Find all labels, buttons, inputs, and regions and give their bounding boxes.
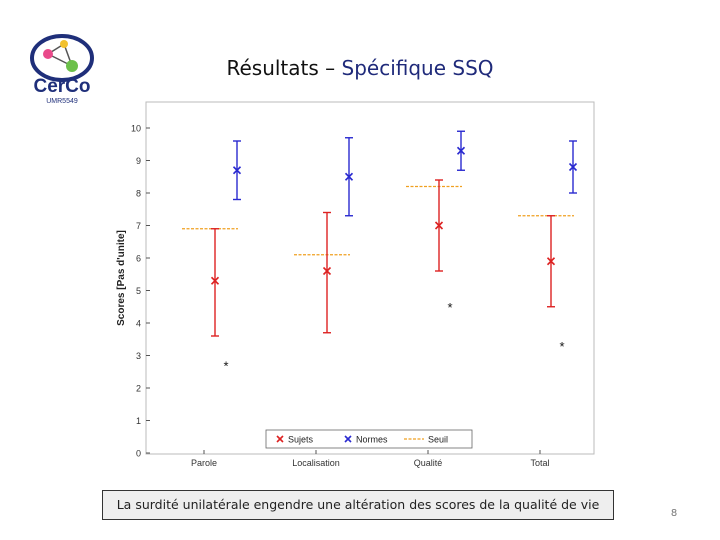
y-tick-label: 1: [136, 416, 141, 426]
significance-marker: *: [559, 339, 564, 354]
normes-point: [568, 140, 578, 194]
y-tick-label: 3: [136, 351, 141, 361]
scores-chart: Scores [Pas d'unite] 0 1 2 3 4 5 6 7 8 9 10 Parole…: [116, 101, 595, 468]
sujets-point: [210, 228, 220, 337]
sujets-marker: [434, 221, 444, 230]
normes-marker-stroke: [344, 172, 354, 181]
normes-point: [344, 137, 354, 217]
chart-annotations: * * *: [223, 300, 564, 374]
y-tick-label: 4: [136, 319, 141, 329]
logo-ring-icon: [30, 34, 94, 82]
legend-marker-normes-stroke: [344, 435, 352, 443]
y-tick-label: 7: [136, 221, 141, 231]
slide-title-main: Résultats –: [226, 56, 342, 80]
normes-marker: [344, 172, 354, 181]
legend-marker-sujets: [276, 435, 284, 443]
x-tick-label: Total: [530, 458, 549, 468]
normes-marker-stroke: [232, 166, 242, 175]
cerco-logo: CerCo UMR5549: [30, 34, 94, 105]
normes-point: [456, 130, 466, 171]
legend-marker-normes: [344, 435, 352, 443]
sujets-marker-stroke: [210, 276, 220, 285]
y-axis: 0 1 2 3 4 5 6 7 8 9 10: [131, 124, 150, 459]
legend-label: Normes: [356, 435, 388, 445]
legend-label: Sujets: [288, 435, 314, 445]
sujets-point: [434, 179, 444, 272]
normes-marker-stroke: [568, 162, 578, 172]
logo-node-icon: [60, 40, 68, 48]
sujets-point: [546, 215, 556, 308]
x-axis: Parole Localisation Qualité Total: [191, 450, 550, 468]
chart-series: [182, 130, 578, 337]
normes-point: [232, 140, 242, 201]
page-number: 8: [670, 508, 678, 519]
sujets-point: [322, 211, 332, 334]
y-tick-label: 0: [136, 449, 141, 459]
legend-box: [265, 429, 473, 449]
y-tick-label: 8: [136, 189, 141, 199]
normes-marker: [568, 162, 578, 172]
y-tick-label: 2: [136, 384, 141, 394]
plot-frame: [145, 101, 595, 455]
slide-title-accent: Spécifique SSQ: [341, 56, 494, 80]
sujets-marker-stroke: [322, 266, 332, 276]
y-tick-label: 9: [136, 156, 141, 166]
plot-area: [145, 101, 595, 455]
sujets-marker-stroke: [546, 257, 556, 266]
normes-marker: [456, 146, 466, 155]
sujets-marker: [322, 266, 332, 276]
chart-container: Scores [Pas d'unite] 0 1 2 3 4 5 6 7 8 9 10 Parole…: [110, 98, 600, 473]
logo-node-icon: [43, 49, 53, 59]
significance-marker: *: [447, 300, 452, 315]
significance-marker: *: [223, 358, 228, 373]
sujets-marker: [546, 257, 556, 266]
sujets-marker-stroke: [434, 221, 444, 230]
legend-marker-sujets-stroke: [276, 435, 284, 443]
normes-marker-stroke: [456, 146, 466, 155]
y-axis-label: Scores [Pas d'unite]: [116, 230, 127, 326]
logo-name: CerCo: [33, 76, 90, 97]
normes-marker: [232, 166, 242, 175]
x-tick-label: Localisation: [292, 458, 340, 468]
y-tick-label: 10: [131, 124, 141, 134]
x-tick-label: Parole: [191, 458, 217, 468]
logo-node-icon: [66, 60, 78, 72]
slide-title: Résultats – Spécifique SSQ: [0, 56, 720, 80]
slide-caption: La surdité unilatérale engendre une alté…: [102, 490, 614, 520]
legend-label: Seuil: [428, 435, 448, 445]
chart-legend: Sujets Normes Seuil: [265, 429, 473, 449]
y-tick-label: 5: [136, 286, 141, 296]
y-tick-label: 6: [136, 254, 141, 264]
x-tick-label: Qualité: [414, 458, 443, 468]
sujets-marker: [210, 276, 220, 285]
logo-lab: UMR5549: [46, 98, 78, 105]
